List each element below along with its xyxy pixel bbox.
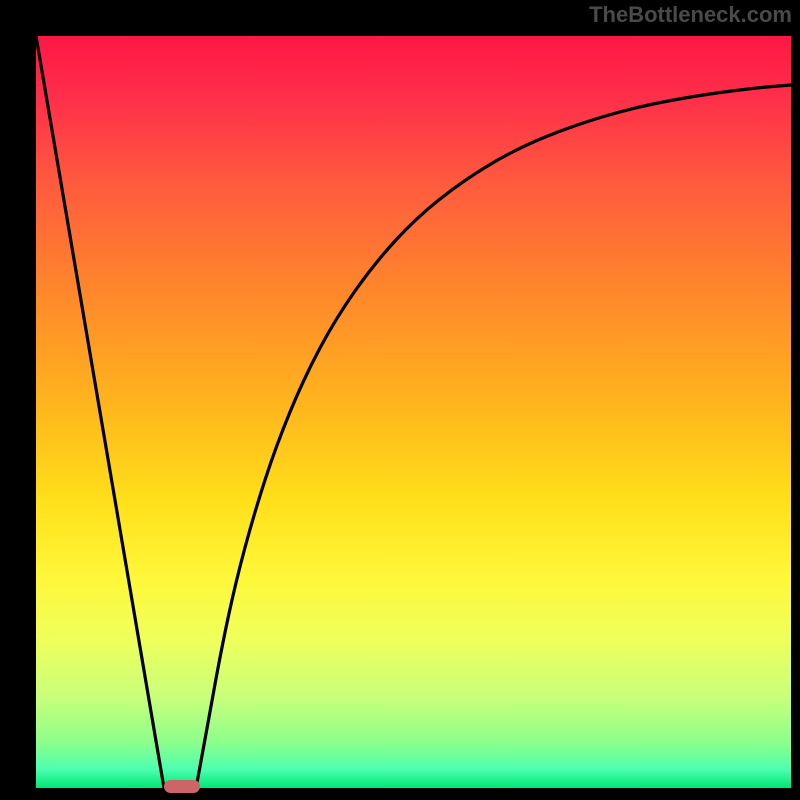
bottleneck-marker [164, 780, 200, 793]
curve-layer [36, 36, 791, 788]
plot-area [36, 36, 791, 788]
watermark-text: TheBottleneck.com [589, 2, 792, 28]
chart-container: { "chart": { "type": "line", "width": 80… [0, 0, 800, 800]
